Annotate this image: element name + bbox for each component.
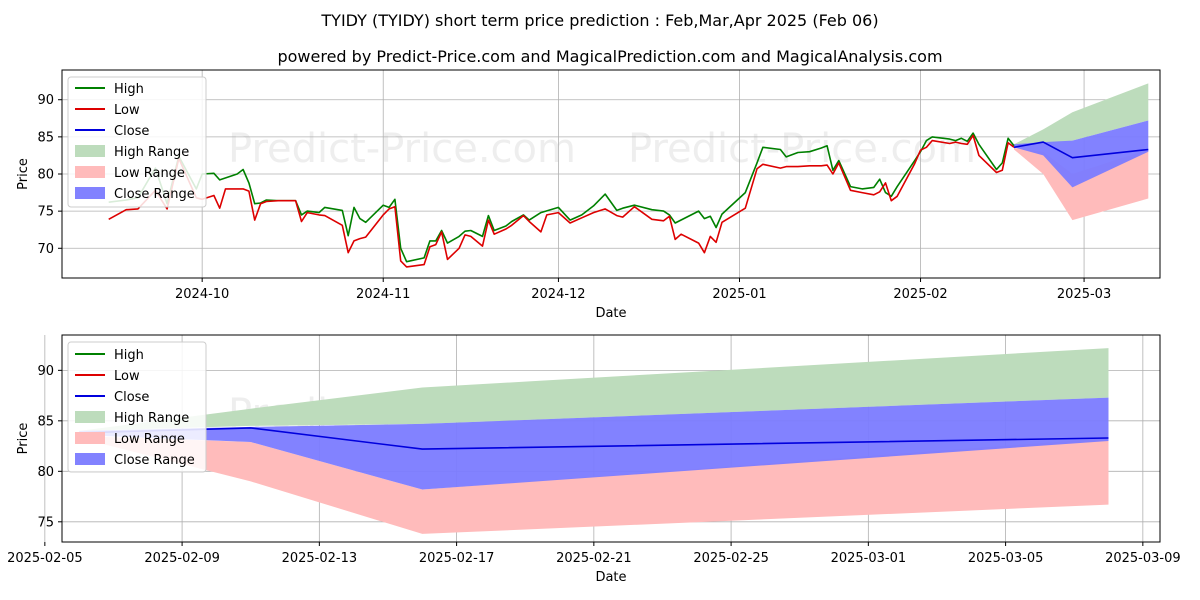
chart-subtitle: powered by Predict-Price.com and Magical… xyxy=(277,47,942,66)
x-tick-label: 2025-02-17 xyxy=(419,551,495,566)
high-range-area xyxy=(79,348,1109,431)
legend-swatch-low-range xyxy=(75,432,105,444)
legend-label-high-range: High Range xyxy=(114,411,189,426)
top-panel: Predict-Price.com Predict-Price.com 2024-1… xyxy=(16,69,1161,321)
x-tick-label: 2025-01 xyxy=(712,287,766,302)
x-tick-label: 2025-03-05 xyxy=(968,551,1044,566)
legend-label-low: Low xyxy=(114,103,140,118)
legend-label-close: Close xyxy=(114,390,149,405)
legend-label-low-range: Low Range xyxy=(114,432,185,447)
y-tick-label: 90 xyxy=(37,93,54,108)
y-tick-label: 80 xyxy=(37,168,54,183)
legend-swatch-close-range xyxy=(75,453,105,465)
x-tick-label: 2025-03-09 xyxy=(1105,551,1181,566)
x-tick-label: 2024-11 xyxy=(356,287,410,302)
y-tick-label: 85 xyxy=(37,414,54,429)
y-tick-label: 75 xyxy=(37,515,54,530)
legend-label-high-range: High Range xyxy=(114,145,189,160)
x-tick-label: 2024-10 xyxy=(175,287,229,302)
legend: High Low Close High Range Low Range Close Ran… xyxy=(67,341,207,473)
y-tick-label: 85 xyxy=(37,130,54,145)
y-tick-label: 80 xyxy=(37,465,54,480)
low-line xyxy=(108,134,1015,268)
y-tick-label: 75 xyxy=(37,205,54,220)
legend-swatch-high-range xyxy=(75,145,105,157)
legend: High Low Close High Range Low Range Close Ran… xyxy=(67,76,207,208)
x-tick-label: 2025-03 xyxy=(1057,287,1111,302)
legend-label-high: High xyxy=(114,348,144,363)
close-line xyxy=(1013,141,1149,159)
y-axis-title: Price xyxy=(16,423,31,455)
legend-swatch-low-range xyxy=(75,166,105,178)
x-tick-label: 2025-02-05 xyxy=(7,551,83,566)
y-tick-label: 90 xyxy=(37,364,54,379)
legend-swatch-close-range xyxy=(75,187,105,199)
chart-title: TYIDY (TYIDY) short term price predictio… xyxy=(320,11,878,30)
legend-label-low-range: Low Range xyxy=(114,166,185,181)
watermark-text: Predict-Price.com xyxy=(628,126,976,172)
plot-frame xyxy=(61,334,1161,543)
legend-label-low: Low xyxy=(114,369,140,384)
plot-frame xyxy=(61,69,1161,279)
x-tick-label: 2025-02-21 xyxy=(556,551,632,566)
y-tick-label: 70 xyxy=(37,242,54,257)
close-range-area xyxy=(1014,120,1149,188)
legend-swatch-high-range xyxy=(75,411,105,423)
high-range-area xyxy=(1014,83,1149,146)
x-tick-label: 2025-02-09 xyxy=(144,551,220,566)
x-axis-title: Date xyxy=(595,306,626,321)
legend-label-close: Close xyxy=(114,124,149,139)
bottom-panel: Predict-Price.comPredict-Price.com2025-0… xyxy=(7,334,1181,585)
x-tick-label: 2025-03-01 xyxy=(831,551,907,566)
low-range-area xyxy=(79,436,1109,534)
legend-label-high: High xyxy=(114,82,144,97)
watermark-text: Predict-Price.com xyxy=(228,126,576,172)
x-tick-label: 2025-02-13 xyxy=(282,551,358,566)
x-tick-label: 2024-12 xyxy=(531,287,585,302)
legend-label-close-range: Close Range xyxy=(114,187,195,202)
x-tick-label: 2025-02 xyxy=(893,287,947,302)
x-tick-label: 2025-02-25 xyxy=(693,551,769,566)
close-range-area xyxy=(79,397,1109,490)
y-axis-title: Price xyxy=(16,158,31,190)
x-axis-title: Date xyxy=(595,570,626,585)
legend-label-close-range: Close Range xyxy=(114,453,195,468)
